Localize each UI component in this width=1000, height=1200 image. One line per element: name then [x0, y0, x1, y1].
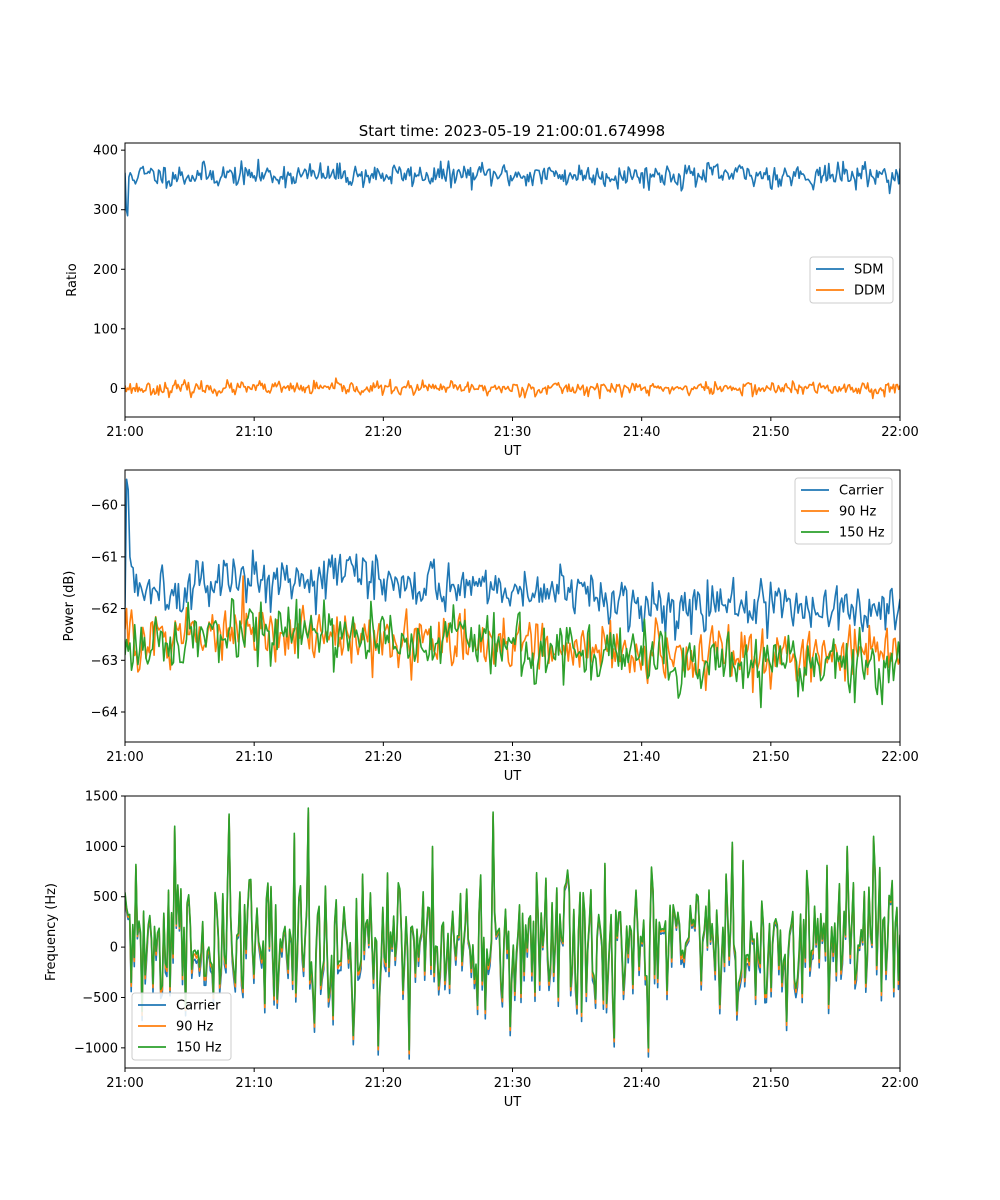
chart-panel-1: 21:00 21:10 21:20 21:30 21:40 21:50 22:00 0 100 2… — [65, 142, 919, 459]
y-tick-label: −1000 — [74, 1041, 118, 1056]
y-tick-label: 1000 — [85, 840, 118, 855]
y-tick-label: −500 — [82, 991, 118, 1006]
x-tick-label: 22:00 — [881, 1076, 918, 1091]
y-tick-label: −60 — [91, 499, 118, 514]
legend-label: 90 Hz — [176, 1020, 213, 1035]
y-tick-label: −61 — [91, 550, 118, 565]
x-tick-label: 21:10 — [235, 425, 272, 440]
y-tick-label: 300 — [93, 203, 118, 218]
y-tick-label: −63 — [91, 654, 118, 669]
legend-box — [131, 992, 232, 1061]
y-tick-label: 1500 — [85, 790, 118, 805]
series-line-ddm — [125, 377, 900, 400]
legend-label: 150 Hz — [839, 526, 885, 541]
series-lines — [125, 158, 900, 400]
x-tick-label: 22:00 — [881, 750, 918, 765]
x-tick-label: 21:40 — [623, 1076, 660, 1091]
x-axis-label: UT — [504, 1095, 522, 1110]
x-tick-label: 21:10 — [235, 1076, 272, 1091]
y-tick-label: −62 — [91, 602, 118, 617]
y-axis-label: Frequency (Hz) — [44, 883, 59, 981]
x-tick-label: 21:30 — [494, 750, 531, 765]
x-tick-label: 21:50 — [752, 750, 789, 765]
x-tick-label: 21:00 — [106, 1076, 143, 1091]
x-tick-label: 21:40 — [623, 425, 660, 440]
x-tick-label: 21:30 — [494, 1076, 531, 1091]
legend-label: Carrier — [839, 484, 884, 499]
y-tick-label: 100 — [93, 322, 118, 337]
panels: 21:00 21:10 21:20 21:30 21:40 21:50 22:00 0 100 2… — [44, 142, 919, 1111]
y-axis-label: Power (dB) — [62, 571, 77, 642]
x-tick-label: 21:40 — [623, 750, 660, 765]
series-lines — [125, 478, 900, 709]
x-tick-label: 21:30 — [494, 425, 531, 440]
chart-panel-2: 21:00 21:10 21:20 21:30 21:40 21:50 22:00 −64 −6… — [62, 469, 919, 784]
y-tick-label: 200 — [93, 263, 118, 278]
x-tick-label: 21:20 — [365, 1076, 402, 1091]
legend: Carrier 90 Hz 150 Hz — [131, 992, 232, 1061]
x-axis-label: UT — [504, 769, 522, 784]
x-tick-label: 21:50 — [752, 425, 789, 440]
legend-label: 90 Hz — [839, 505, 876, 520]
legend-label: Carrier — [176, 999, 221, 1014]
y-axis-label: Ratio — [65, 263, 80, 296]
x-tick-label: 22:00 — [881, 425, 918, 440]
legend: Carrier 90 Hz 150 Hz — [794, 477, 893, 545]
y-tick-label: 0 — [110, 382, 118, 397]
series-line-carrier — [125, 478, 900, 641]
series-line-sdm — [125, 158, 900, 217]
x-tick-label: 21:10 — [235, 750, 272, 765]
y-tick-label: −64 — [91, 706, 118, 721]
x-axis-label: UT — [504, 444, 522, 459]
x-tick-label: 21:00 — [106, 750, 143, 765]
x-tick-label: 21:20 — [365, 425, 402, 440]
y-tick-label: 500 — [93, 890, 118, 905]
x-tick-label: 21:20 — [365, 750, 402, 765]
legend-label: SDM — [854, 263, 883, 278]
x-tick-label: 21:00 — [106, 425, 143, 440]
legend-label: 150 Hz — [176, 1041, 222, 1056]
series-line-90-hz — [125, 575, 900, 694]
series-lines — [125, 807, 900, 1060]
series-line-150-hz — [125, 597, 900, 709]
series-line-150-hz — [125, 807, 900, 1051]
figure-title: Start time: 2023-05-19 21:00:01.674998 — [359, 122, 665, 140]
x-tick-label: 21:50 — [752, 1076, 789, 1091]
legend: SDM DDM — [809, 256, 894, 304]
y-tick-label: 0 — [110, 941, 118, 956]
legend-box — [794, 477, 893, 545]
chart-panel-3: 21:00 21:10 21:20 21:30 21:40 21:50 22:00 −1000… — [44, 790, 919, 1111]
y-tick-label: 400 — [93, 144, 118, 159]
legend-label: DDM — [854, 284, 885, 299]
